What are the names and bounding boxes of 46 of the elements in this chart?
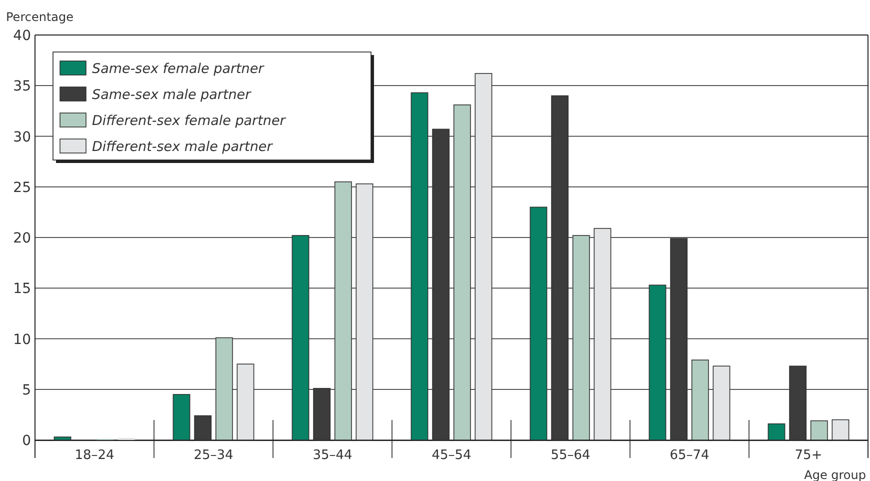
bar [551,95,569,440]
legend-label: Different-sex female partner [92,113,287,129]
legend-label: Different-sex male partner [92,139,274,155]
x-tick-label: 45–54 [432,448,472,463]
bar [215,337,233,440]
y-axis-title: Percentage [6,10,74,24]
y-tick-label: 10 [13,332,31,348]
bar [572,235,590,440]
bar [691,360,709,440]
y-tick-label: 40 [13,28,31,44]
bar [54,436,72,440]
y-tick-label: 0 [22,433,31,449]
bar [292,235,310,440]
bar [832,419,850,440]
x-tick-label: 25–34 [194,448,234,463]
legend-label: Same-sex male partner [92,87,252,103]
x-tick-label: 65–74 [670,448,710,463]
legend-label: Same-sex female partner [92,61,266,77]
y-tick-label: 35 [13,78,31,95]
y-tick-label: 20 [13,230,31,246]
bar [194,415,212,440]
x-tick-label: 35–44 [312,448,352,463]
bar [236,364,254,440]
y-tick-label: 30 [13,129,31,146]
bar [648,284,666,440]
x-tick-label: 18–24 [74,448,114,463]
bar [313,388,331,440]
x-tick-label: 55–64 [550,448,590,463]
y-tick-label: 15 [13,281,31,298]
bar [432,128,450,440]
x-tick-label: 75+ [794,448,822,463]
bar [410,92,428,440]
bar [172,394,190,440]
bar [768,423,786,440]
bar [594,228,612,440]
bar [334,181,352,440]
bar [670,238,688,440]
bar [453,104,471,440]
y-tick-label: 5 [22,382,31,398]
bar [789,366,807,440]
y-tick-label: 25 [13,180,31,196]
bar [530,206,548,440]
bar [474,73,492,440]
bar [712,366,730,440]
bar [810,420,828,440]
bar [356,183,374,440]
